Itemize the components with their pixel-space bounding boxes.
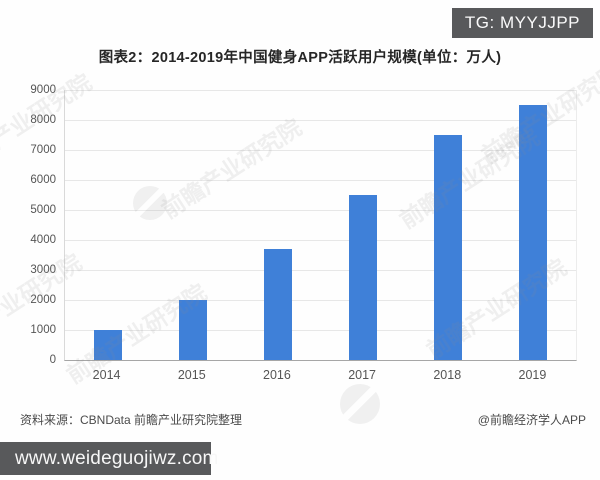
x-tick-label: 2018 (433, 368, 462, 382)
bar-slot (406, 90, 491, 360)
bar-2016 (263, 249, 292, 360)
y-tick-label: 8000 (30, 114, 56, 126)
gridline-3000 (65, 270, 576, 271)
x-tick-label: 2014 (92, 368, 121, 382)
gridline-2000 (65, 300, 576, 301)
bar-slot (150, 90, 235, 360)
gridline-7000 (65, 150, 576, 151)
bars (65, 90, 576, 360)
y-tick-label: 5000 (30, 204, 56, 216)
bar-2018 (434, 135, 463, 360)
y-tick-label: 4000 (30, 234, 56, 246)
gridline-5000 (65, 210, 576, 211)
bar-slot (235, 90, 320, 360)
y-tick-label: 9000 (30, 84, 56, 96)
x-tick-label: 2016 (263, 368, 291, 382)
y-axis-labels: 0 1000 2000 3000 4000 5000 6000 7000 8000 9000 (0, 82, 56, 368)
gridline-6000 (65, 180, 576, 181)
bar-2014 (93, 330, 122, 360)
y-tick-label: 7000 (30, 144, 56, 156)
gridline-9000 (65, 90, 576, 91)
data-source-text: 资料来源：CBNData 前瞻产业研究院整理 (20, 413, 243, 427)
y-tick-label: 3000 (30, 264, 56, 276)
bar-2017 (349, 195, 378, 360)
bar-slot (321, 90, 406, 360)
y-tick-label: 0 (49, 354, 56, 366)
gridline-1000 (65, 330, 576, 331)
bar-2019 (519, 105, 548, 360)
gridline-4000 (65, 240, 576, 241)
bar-chart: 0 1000 2000 3000 4000 5000 6000 7000 8000 9000 20… (0, 82, 583, 388)
bar-slot (491, 90, 576, 360)
chart-title: 图表2：2014-2019年中国健身APP活跃用户规模(单位：万人) (98, 50, 502, 66)
credit-text: @前瞻经济学人APP (477, 413, 586, 427)
x-tick-label: 2019 (518, 368, 547, 382)
y-tick-label: 6000 (30, 174, 56, 186)
y-tick-label: 2000 (30, 294, 56, 306)
bar-slot (65, 90, 150, 360)
gridline-8000 (65, 120, 576, 121)
bar-2015 (178, 300, 207, 360)
x-tick-label: 2017 (348, 368, 376, 382)
website-url-bar: www.weideguojiwz.com (0, 442, 218, 475)
x-tick-label: 2015 (177, 368, 206, 382)
y-tick-label: 1000 (30, 324, 56, 336)
watermark-logo-icon (340, 384, 380, 424)
plot-area (64, 90, 577, 361)
x-axis-labels: 2014 2015 2016 2017 2018 2019 (64, 368, 575, 382)
tg-contact-badge: TG: MYYJJPP (451, 8, 593, 38)
